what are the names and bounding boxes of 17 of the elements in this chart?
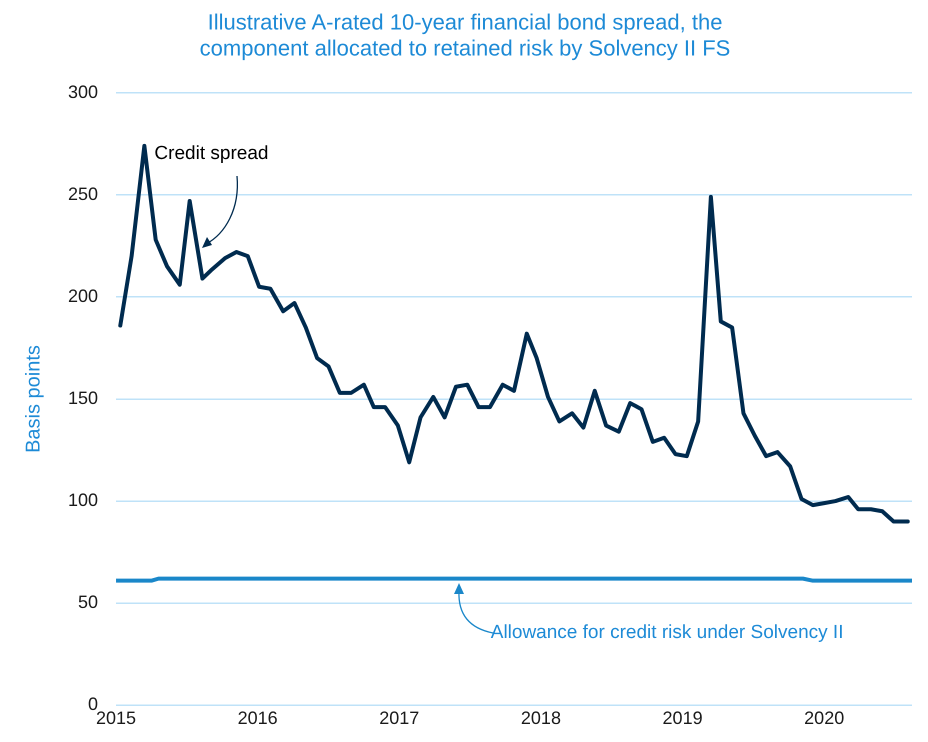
y-axis-title: Basis points — [22, 345, 45, 453]
y-tick-label: 100 — [68, 490, 98, 510]
x-tick-label: 2018 — [520, 708, 561, 728]
annotation: Allowance for credit risk under Solvency II — [490, 622, 844, 644]
x-tick-label: 2020 — [804, 708, 844, 728]
y-tick-label: 250 — [68, 184, 98, 204]
y-tick-label: 300 — [68, 82, 98, 102]
y-tick-label: 200 — [68, 286, 98, 306]
x-tick-label: 2019 — [662, 708, 703, 728]
x-tick-label: 2017 — [379, 708, 420, 728]
annotation: Credit spread — [154, 142, 268, 165]
y-tick-label: 50 — [78, 592, 98, 612]
y-tick-label: 0 — [88, 694, 98, 714]
y-tick-label: 150 — [68, 388, 98, 408]
chart-title: Illustrative A-rated 10-year financial bond spread, the component allocated to retained risk by Solvency II FS — [200, 9, 730, 61]
x-tick-label: 2016 — [238, 708, 278, 728]
x-tick-label: 2015 — [96, 708, 136, 728]
